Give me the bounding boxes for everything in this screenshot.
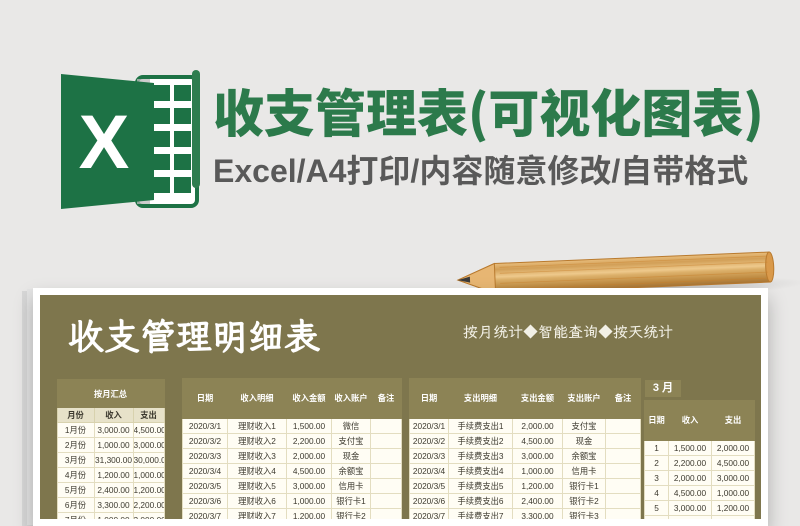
svg-text:X: X	[79, 100, 130, 185]
